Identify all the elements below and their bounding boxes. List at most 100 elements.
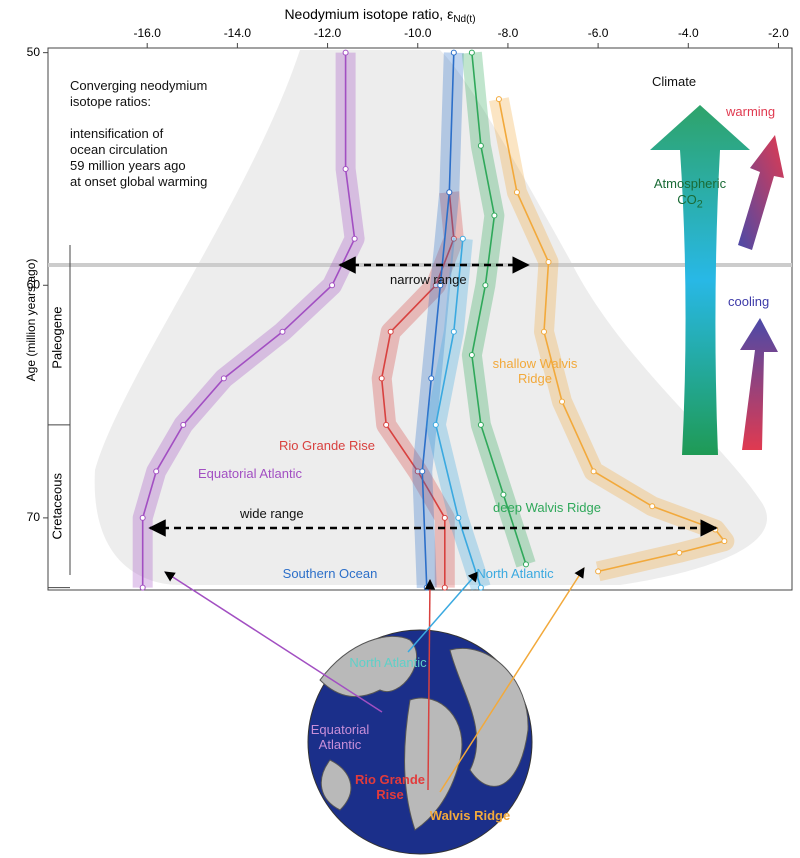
series-point — [180, 421, 187, 428]
series-point — [522, 561, 529, 568]
series-point — [545, 259, 552, 266]
summary-line: at onset global warming — [70, 174, 208, 189]
series-point — [342, 165, 349, 172]
x-tick-label: -16.0 — [134, 26, 162, 40]
series-line — [141, 52, 356, 588]
series-point — [450, 235, 457, 242]
series-point — [428, 375, 435, 382]
summary-line: ocean circulation — [70, 142, 168, 157]
x-tick-label: -10.0 — [404, 26, 432, 40]
summary-line: isotope ratios: — [70, 94, 151, 109]
map-label: North Atlantic — [349, 655, 427, 670]
continents — [319, 635, 529, 831]
cooling-arrow — [740, 318, 778, 450]
narrow-label: narrow range — [390, 272, 467, 287]
cooling-label: cooling — [728, 294, 770, 309]
series-point — [342, 49, 349, 56]
summary-line: 59 million years ago — [70, 158, 186, 173]
link-equatorial — [164, 571, 383, 713]
x-tick-label: -6.0 — [588, 26, 609, 40]
series-point — [329, 282, 336, 289]
series-point — [432, 421, 439, 428]
series-point — [595, 568, 602, 575]
series-point — [279, 328, 286, 335]
series-point — [541, 328, 547, 335]
series-point — [468, 352, 475, 359]
series-point — [459, 235, 466, 242]
x-axis-title-sub: Nd(t) — [453, 14, 475, 25]
y-tick-label: 60 — [27, 277, 41, 291]
series-label: North Atlantic — [476, 566, 554, 581]
summary-text: Converging neodymium isotope ratios: int… — [70, 78, 207, 190]
series-point — [450, 328, 457, 335]
series-point — [446, 189, 453, 196]
series-point — [495, 96, 502, 103]
x-axis-title: Neodymium isotope ratio, εNd(t) — [284, 6, 475, 25]
link-rio — [424, 578, 436, 791]
range-envelope — [94, 50, 768, 585]
series-point — [419, 468, 426, 475]
series-point — [450, 49, 457, 56]
series-point — [491, 212, 498, 219]
series-line — [471, 52, 527, 565]
wide-label: wide range — [240, 506, 304, 521]
series-point — [139, 584, 146, 591]
series-point — [477, 584, 484, 591]
x-axis-title-main: Neodymium isotope ratio, ε — [284, 6, 453, 22]
series-point — [220, 375, 227, 382]
series-point — [153, 468, 160, 475]
series-label: Rio Grande Rise — [278, 438, 376, 453]
map-label: Walvis Ridge — [429, 808, 511, 823]
series-point — [559, 398, 566, 405]
series-point — [437, 282, 444, 289]
series-layer — [132, 49, 735, 591]
series-point — [590, 468, 597, 475]
series-point — [649, 503, 656, 510]
x-tick-label: -2.0 — [768, 26, 789, 40]
summary-line: Converging neodymium — [70, 78, 208, 93]
link-walvis — [439, 567, 585, 793]
series-point — [441, 584, 448, 591]
series-point — [477, 142, 484, 149]
series-point — [139, 514, 146, 521]
x-tick-label: -14.0 — [224, 26, 252, 40]
co2-label: Atmospheric CO2 — [640, 176, 740, 213]
warming-label: warming — [726, 104, 776, 119]
series-point — [676, 549, 683, 556]
series-point — [387, 328, 394, 335]
warming-arrow — [738, 135, 784, 250]
series-point — [468, 49, 475, 56]
series-point — [378, 375, 385, 382]
series-point — [500, 491, 507, 498]
series-label: shallow Walvis Ridge — [492, 356, 578, 386]
period-label: Cretaceous — [49, 473, 64, 540]
series-point — [482, 282, 489, 289]
x-tick-label: -4.0 — [678, 26, 699, 40]
series-line — [421, 52, 455, 588]
series-point — [721, 538, 728, 545]
y-tick-label: 50 — [27, 45, 41, 59]
summary-line: intensification of — [70, 126, 164, 141]
period-label: Paleogene — [49, 307, 64, 369]
series-point — [513, 189, 520, 196]
series-point — [423, 584, 430, 591]
series-label: deep Walvis Ridge — [493, 500, 601, 515]
series-point — [477, 421, 484, 428]
climate-arrow — [650, 105, 750, 455]
map-label: Rio Grande Rise — [354, 772, 426, 802]
climate-label: Climate — [652, 74, 697, 89]
co2-sub: 2 — [696, 198, 703, 211]
x-tick-label: -8.0 — [498, 26, 519, 40]
series-point — [455, 514, 462, 521]
series-point — [383, 421, 390, 428]
plot-frame — [47, 47, 793, 591]
map-label: Equatorial Atlantic — [310, 722, 370, 752]
series-point — [441, 514, 448, 521]
link-north — [407, 571, 479, 653]
series-label: Equatorial Atlantic — [197, 466, 303, 481]
series-point — [351, 235, 358, 242]
co2-text: Atmospheric CO — [653, 176, 727, 207]
x-tick-label: -12.0 — [314, 26, 342, 40]
